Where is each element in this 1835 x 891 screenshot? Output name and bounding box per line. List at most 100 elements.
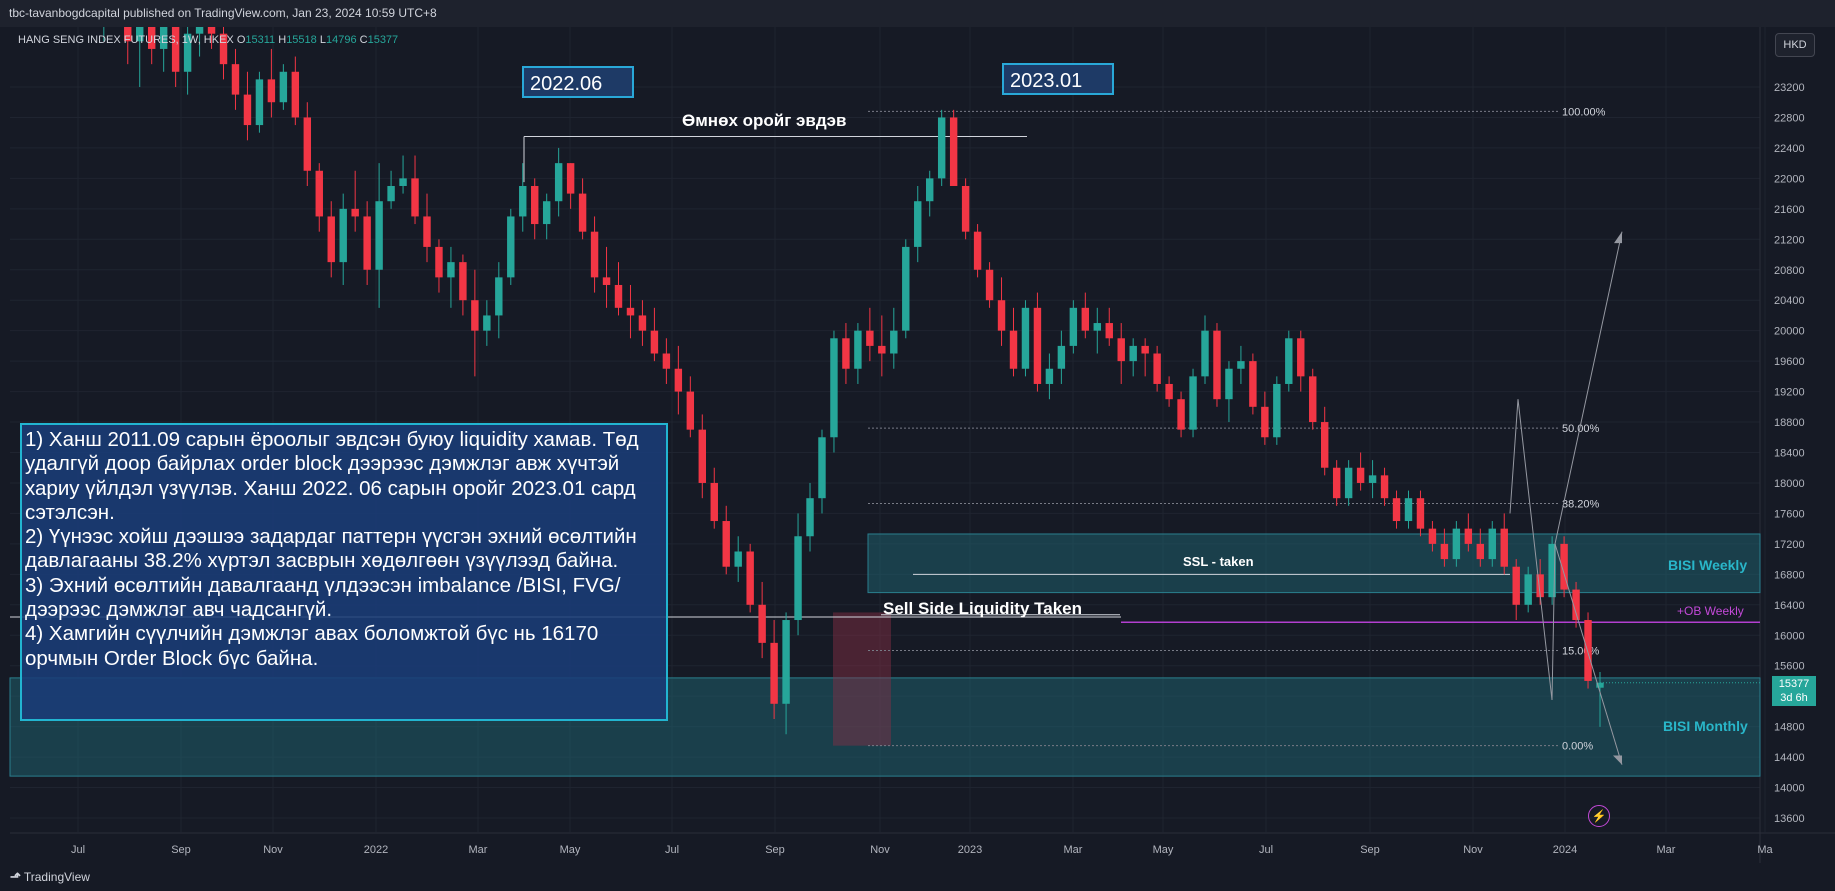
candle-body (1596, 682, 1604, 688)
candle (854, 323, 862, 384)
candle (949, 109, 958, 186)
candle-body (698, 429, 707, 483)
note-1: 1) Ханш 2011.09 сарын ёроолыг эвдсэн бую… (25, 428, 639, 524)
candle (483, 300, 491, 346)
lightning-icon[interactable]: ⚡ (1588, 805, 1610, 827)
candle-body (136, 27, 144, 42)
candle-body (973, 231, 982, 270)
candle (734, 536, 742, 582)
footer-bar: ⬏ TradingView (0, 863, 1835, 891)
candle-body (1129, 345, 1137, 362)
candle-body (1416, 498, 1425, 529)
candle (1141, 338, 1149, 377)
candle-body (650, 330, 659, 354)
candle-body (423, 216, 431, 247)
candle-body (1249, 361, 1257, 407)
candle (1488, 521, 1496, 567)
ohlc-open-label: O (236, 34, 246, 46)
candle (171, 27, 180, 87)
candle-body (842, 338, 850, 369)
y-tick-label: 17600 (1774, 508, 1805, 520)
y-tick-label: 20000 (1774, 326, 1805, 338)
x-tick-label: Mar (1064, 844, 1083, 856)
ohlc-open-value: 15311 (245, 34, 276, 46)
candle-body (1297, 338, 1305, 377)
candle (997, 277, 1006, 346)
candle (710, 467, 718, 529)
candle (722, 505, 730, 575)
x-tick-label: 2023 (958, 844, 982, 856)
candle (303, 102, 312, 186)
candle-body (124, 27, 132, 42)
fib-label: 0.00% (1562, 741, 1593, 753)
candle-body (806, 498, 814, 537)
candle-body (710, 482, 718, 522)
candle-body (1021, 307, 1030, 369)
candle (1273, 376, 1281, 445)
candle (387, 170, 395, 209)
candle-body (1488, 528, 1496, 560)
y-tick-label: 21600 (1774, 204, 1805, 216)
fib-label: 100.00% (1562, 106, 1606, 118)
candle-body (1320, 422, 1329, 468)
x-tick-label: Nov (263, 844, 283, 856)
candle-body (267, 79, 276, 103)
candle-body (1392, 498, 1401, 522)
candle (363, 201, 371, 285)
y-tick-label: 17200 (1774, 539, 1805, 551)
candle (1452, 521, 1461, 567)
tradingview-logo[interactable]: ⬏ TradingView (10, 863, 90, 891)
ohlc-high-label: H (278, 34, 287, 46)
candle-body (770, 642, 778, 704)
ohlc-low-label: L (319, 34, 326, 46)
tradingview-brand: TradingView (23, 870, 90, 884)
annotation-sell-side-taken: Sell Side Liquidity Taken (883, 599, 1083, 618)
y-tick-label: 13600 (1774, 813, 1805, 825)
candle-body (1476, 543, 1485, 560)
publisher-line: tbc-tavanbogdcapital published on Tradin… (9, 6, 437, 20)
annotation-prev-high-broken: Өмнөх оройг эвдэв (682, 111, 847, 130)
x-tick-label: Jul (665, 844, 679, 856)
candle (1081, 292, 1090, 339)
currency-button[interactable]: HKD (1775, 33, 1815, 57)
candle-body (411, 178, 419, 217)
candle (1309, 368, 1317, 430)
candle (1213, 323, 1221, 407)
candle (1093, 307, 1101, 354)
candle-body (614, 284, 623, 308)
candle-body (1273, 383, 1281, 438)
candle (219, 27, 228, 80)
projection-path-down (1554, 543, 1623, 765)
candle (1153, 345, 1161, 392)
candle-body (159, 27, 168, 49)
candle (866, 307, 874, 362)
candle (1356, 452, 1365, 491)
candle (1428, 521, 1437, 552)
publisher-bar: tbc-tavanbogdcapital published on Tradin… (0, 0, 1835, 27)
candle-body (961, 185, 970, 232)
projection-path-up (1509, 231, 1623, 701)
candle (1392, 490, 1401, 529)
note-4: 4) Хамгийн сүүлчийн дэмжлэг авах боломжт… (25, 622, 599, 670)
candle (985, 262, 994, 308)
candle (507, 208, 515, 285)
y-tick-label: 14400 (1774, 752, 1805, 764)
candle-body (985, 269, 994, 301)
x-tick-label: 2022 (364, 844, 388, 856)
candle (1237, 345, 1245, 384)
candle-body (925, 178, 934, 202)
candle (147, 27, 156, 65)
candle-body (1165, 383, 1173, 400)
candle-body (1285, 338, 1293, 384)
candle-body (1081, 307, 1090, 331)
candle (937, 109, 946, 186)
candle-body (1105, 323, 1113, 339)
candle-body (183, 33, 192, 72)
y-tick-label: 16000 (1774, 630, 1805, 642)
candle (674, 345, 683, 415)
candle (411, 155, 419, 225)
candle (1285, 330, 1293, 392)
date-label-2022: 2022.06 (522, 66, 634, 98)
candle (925, 170, 934, 217)
y-tick-label: 16400 (1774, 600, 1805, 612)
